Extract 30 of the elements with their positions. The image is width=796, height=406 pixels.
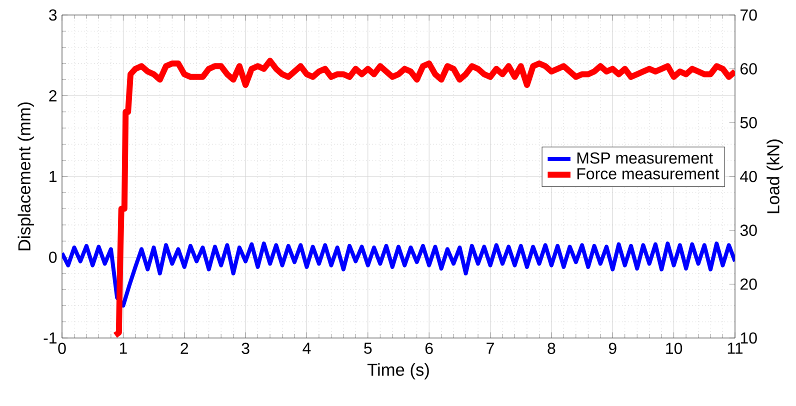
legend-label: MSP measurement [577, 152, 713, 164]
x-tick-label: 4 [302, 342, 311, 354]
x-tick-label: 1 [120, 342, 127, 354]
x-tick-label: 6 [425, 342, 433, 354]
y-tick-label: 1 [50, 170, 57, 182]
x-tick-label: 11 [728, 342, 743, 354]
y2-tick-label: 60 [740, 63, 757, 74]
x-tick-label: 3 [242, 342, 250, 354]
line-series [62, 242, 735, 308]
x-axis-title: Time (s) [367, 363, 429, 380]
x-tick-label: 8 [548, 342, 556, 354]
y2-tick-label: 70 [740, 9, 757, 21]
x-tick-label: 9 [608, 342, 616, 354]
y-tick-label: 3 [49, 9, 57, 21]
y2-axis-title: Load (kN) [766, 140, 783, 214]
y2-tick-label: 40 [740, 170, 757, 182]
x-tick-label: 2 [180, 342, 188, 354]
y-tick-label: -1 [44, 332, 57, 344]
x-tick-label: 0 [58, 342, 66, 354]
y-tick-label: 2 [49, 90, 56, 102]
y-axis-title: Displacement (mm) [18, 102, 34, 250]
y2-tick-label: 10 [740, 332, 757, 344]
x-tick-label: 7 [486, 342, 494, 354]
x-tick-label: 5 [364, 342, 372, 354]
y2-tick-label: 50 [740, 117, 757, 128]
y2-tick-label: 20 [740, 278, 757, 290]
y-tick-label: 0 [49, 252, 57, 263]
y2-tick-label: 30 [740, 224, 757, 236]
x-tick-label: 10 [666, 342, 682, 354]
legend-label: Force measurement [577, 168, 720, 180]
